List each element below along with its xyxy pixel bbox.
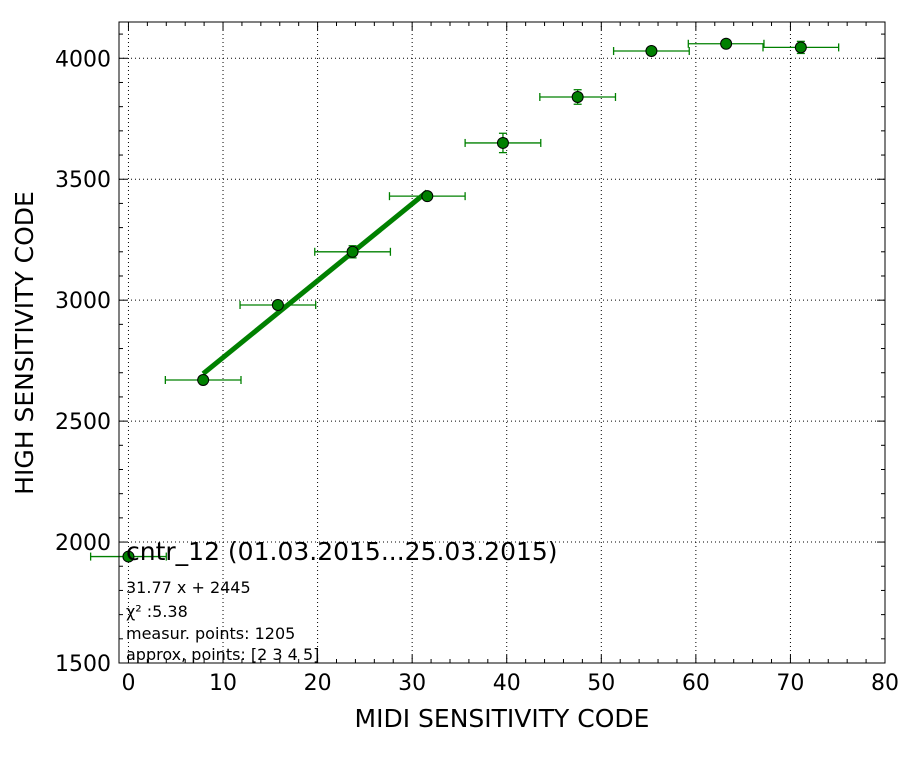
x-tick-label: 30 [398,671,426,696]
data-point [421,190,434,203]
tick-labels: 0 10 20 30 40 50 60 70 80 1500 2000 2500 3000 3500 400… [55,47,899,696]
data-points [89,37,840,563]
annotation-chi2: χ² :5.38 [126,602,188,621]
x-tick-label: 20 [304,671,332,696]
data-point-group [762,40,840,55]
data-point-group [89,550,167,563]
annotation-approx-points: approx, points: [2 3 4 5] [126,645,319,664]
data-point-group [612,45,690,58]
annotation-equation: 31.77 x + 2445 [126,578,251,597]
x-axis-label: MIDI SENSITIVITY CODE [355,704,650,733]
data-point [271,299,284,312]
data-point-group [239,299,317,312]
data-point-group [687,37,765,50]
data-point-group [164,373,242,386]
data-point [645,45,658,58]
annotation-measur-points: measur. points: 1205 [126,624,295,643]
fit-line-group [201,189,429,376]
x-tick-label: 50 [587,671,615,696]
x-tick-label: 60 [682,671,710,696]
x-tick-label: 40 [493,671,521,696]
data-point-group [539,89,617,105]
data-point [794,41,807,54]
data-point-group [388,190,466,203]
x-tick-label: 80 [871,671,899,696]
y-tick-label: 3500 [55,168,111,193]
plot-frame [118,21,886,664]
y-tick-label: 4000 [55,47,111,72]
data-point [720,37,733,50]
x-tick-label: 10 [209,671,237,696]
x-tick-label: 70 [776,671,804,696]
data-point [122,550,135,563]
data-point [346,245,359,258]
y-tick-label: 2500 [55,410,111,435]
y-axis-label: HIGH SENSITIVITY CODE [10,191,39,495]
annotation-title: cntr_12 (01.03.2015...25.03.2015) [126,537,558,566]
fit-line [201,189,429,376]
y-tick-label: 2000 [55,531,111,556]
y-tick-label: 1500 [55,652,111,677]
x-tick-label: 0 [121,671,135,696]
data-point-group [314,245,392,259]
y-tick-label: 3000 [55,289,111,314]
data-point-group [464,132,542,154]
data-point [571,90,584,103]
data-point [496,136,509,149]
data-point [197,373,210,386]
